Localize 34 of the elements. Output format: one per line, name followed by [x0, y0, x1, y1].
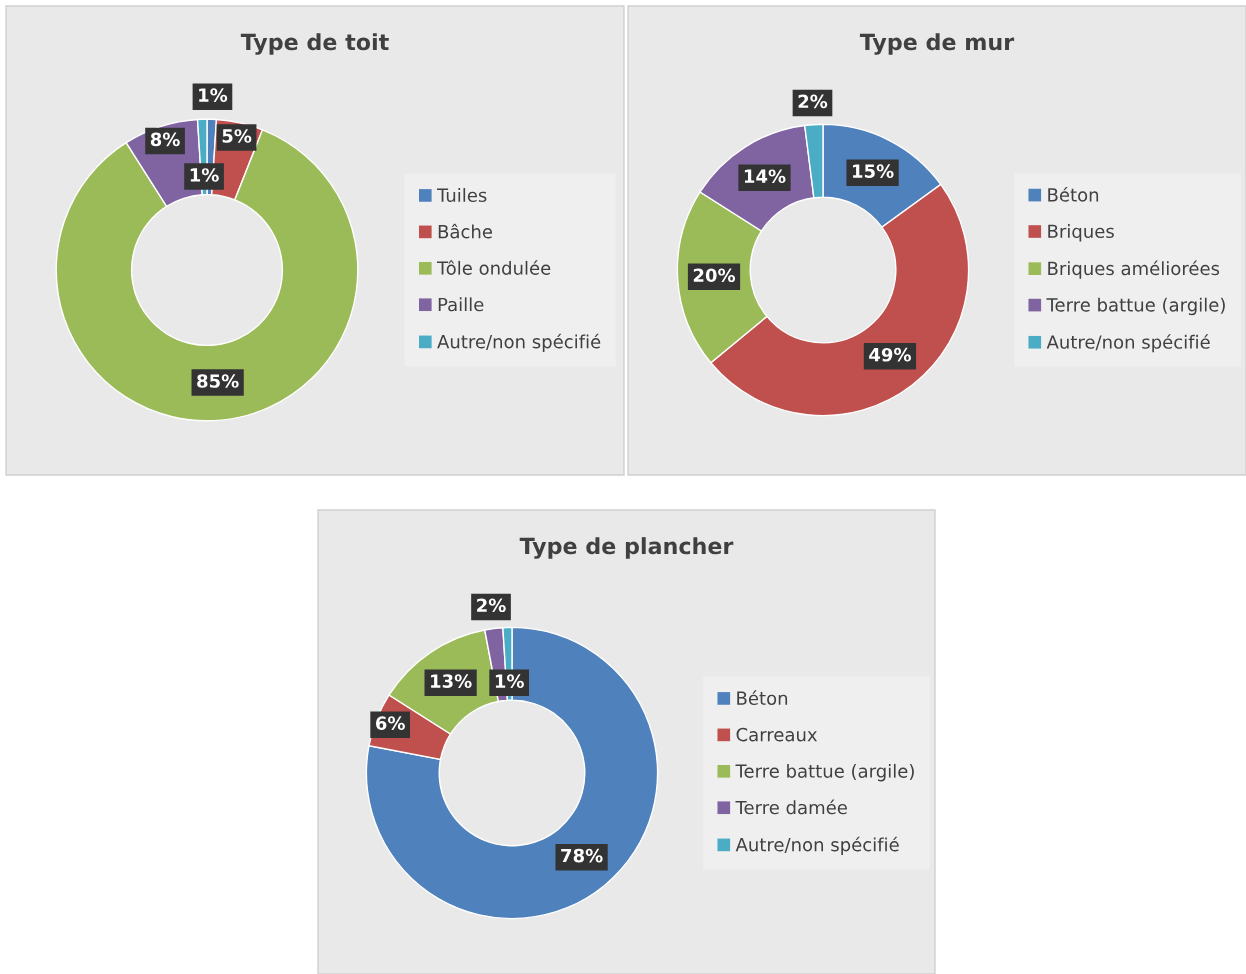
legend-label: Carreaux [736, 727, 818, 742]
data-label: 6% [375, 716, 405, 730]
legend-label: Autre/non spécifié [437, 333, 601, 352]
legend-label: Bâche [438, 223, 492, 239]
legend-label: Tôle ondulée [436, 260, 551, 275]
donut-slice [365, 626, 659, 920]
data-label: 20% [693, 268, 736, 283]
legend-label: Tuiles [436, 188, 487, 203]
data-label: 13% [431, 674, 472, 688]
legend-label: Paille [438, 297, 484, 312]
data-label: 49% [869, 347, 911, 362]
legend-label: Béton [1048, 186, 1099, 202]
chart-title: Type de toit [240, 33, 389, 55]
data-label: 1% [199, 88, 228, 102]
legend-label: Terre battue (argile) [1046, 297, 1225, 316]
data-label: 5% [222, 129, 252, 143]
data-label: 78% [561, 848, 603, 863]
legend-label: Terre damée [735, 799, 847, 815]
legend-label: Briques améliorées [1048, 260, 1220, 279]
data-label: 15% [853, 164, 894, 178]
legend-label: Autre/non spécifié [735, 836, 899, 855]
data-label: 8% [150, 132, 180, 147]
data-label: 85% [197, 374, 239, 388]
data-label: 1% [190, 168, 219, 182]
legend-label: Béton [737, 690, 788, 706]
legend-label: Briques [1048, 224, 1114, 242]
chart-title: Type de mur [859, 33, 1015, 55]
legend-label: Terre battue (argile) [735, 763, 914, 782]
chart-title: Type de plancher [519, 537, 734, 559]
data-label: 2% [477, 598, 506, 613]
legend-label: Autre/non spécifié [1046, 334, 1210, 353]
data-label: 14% [744, 169, 786, 184]
data-label: 1% [495, 674, 524, 689]
data-label: 2% [798, 94, 828, 109]
